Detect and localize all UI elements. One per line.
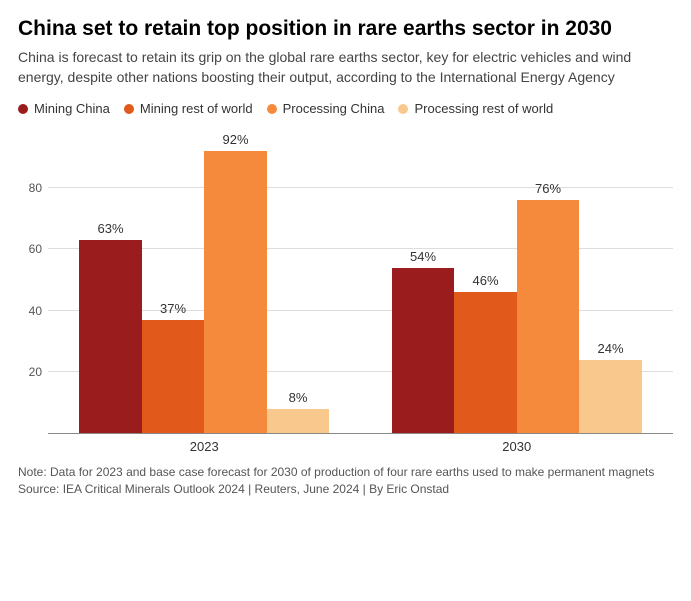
legend-label: Mining China	[34, 101, 110, 116]
chart-title: China set to retain top position in rare…	[18, 16, 673, 42]
legend-swatch	[124, 104, 134, 114]
bar-value-label: 46%	[472, 273, 498, 292]
bar: 54%	[392, 268, 455, 434]
y-axis-label: 60	[29, 242, 48, 256]
legend-swatch	[18, 104, 28, 114]
bar: 8%	[267, 409, 330, 434]
legend-swatch	[267, 104, 277, 114]
bar: 37%	[142, 320, 205, 434]
chart-note: Note: Data for 2023 and base case foreca…	[18, 464, 673, 481]
bar-value-label: 63%	[97, 221, 123, 240]
bar-value-label: 54%	[410, 249, 436, 268]
bar: 76%	[517, 200, 580, 433]
bar: 24%	[579, 360, 642, 434]
legend-item: Processing rest of world	[398, 101, 553, 116]
bar-value-label: 92%	[222, 132, 248, 151]
legend-label: Processing rest of world	[414, 101, 553, 116]
chart-source: Source: IEA Critical Minerals Outlook 20…	[18, 481, 673, 498]
y-axis-label: 20	[29, 365, 48, 379]
y-axis-label: 40	[29, 304, 48, 318]
legend-item: Processing China	[267, 101, 385, 116]
bar-value-label: 37%	[160, 301, 186, 320]
bar: 63%	[79, 240, 142, 433]
legend-label: Processing China	[283, 101, 385, 116]
plot-region: 2040608063%37%92%8%202354%46%76%24%2030	[48, 126, 673, 434]
bar-value-label: 8%	[289, 390, 308, 409]
legend-label: Mining rest of world	[140, 101, 253, 116]
bar-value-label: 76%	[535, 181, 561, 200]
gridline: 80	[48, 187, 673, 188]
gridline: 60	[48, 248, 673, 249]
x-axis-label: 2023	[190, 433, 219, 454]
gridline: 40	[48, 310, 673, 311]
bar: 92%	[204, 151, 267, 433]
chart-container: China set to retain top position in rare…	[0, 0, 691, 601]
x-axis-label: 2030	[502, 433, 531, 454]
y-axis-label: 80	[29, 181, 48, 195]
chart-area: 2040608063%37%92%8%202354%46%76%24%2030	[18, 126, 673, 456]
legend-item: Mining China	[18, 101, 110, 116]
bar-value-label: 24%	[597, 341, 623, 360]
legend-item: Mining rest of world	[124, 101, 253, 116]
legend: Mining China Mining rest of world Processi…	[18, 101, 673, 116]
chart-subtitle: China is forecast to retain its grip on …	[18, 48, 673, 87]
legend-swatch	[398, 104, 408, 114]
bar: 46%	[454, 292, 517, 433]
